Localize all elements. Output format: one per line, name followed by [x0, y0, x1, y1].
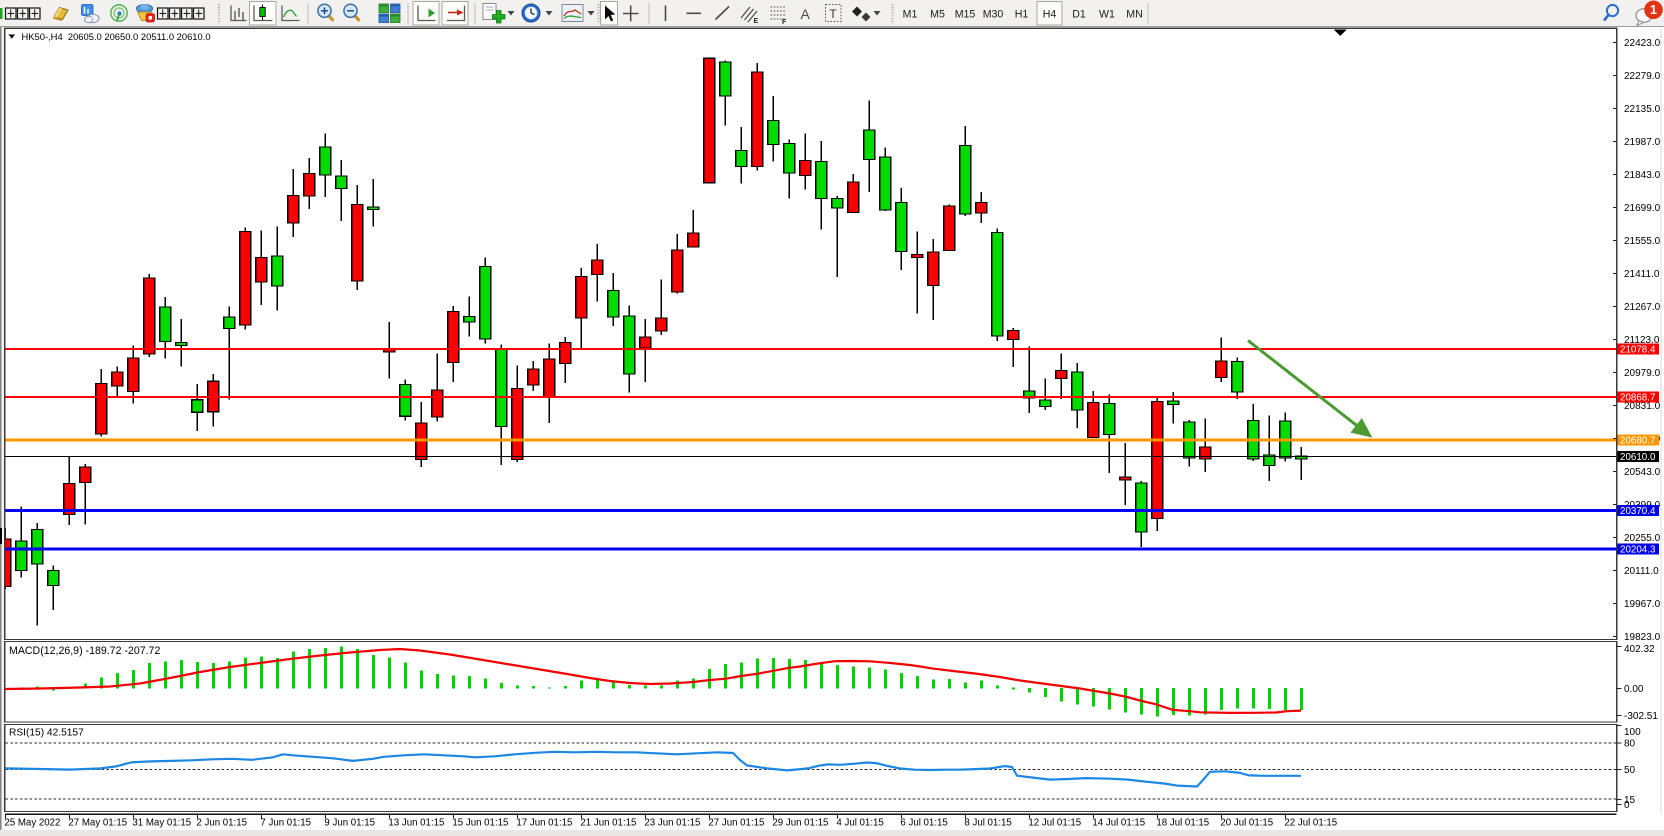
svg-text:15 Jun 01:15: 15 Jun 01:15 — [452, 818, 508, 829]
svg-text:0.00: 0.00 — [1624, 684, 1644, 695]
svg-text:W1: W1 — [1099, 9, 1115, 21]
svg-text:13 Jun 01:15: 13 Jun 01:15 — [388, 818, 444, 829]
svg-text:21843.0: 21843.0 — [1624, 170, 1661, 181]
svg-text:14 Jul 01:15: 14 Jul 01:15 — [1092, 818, 1145, 829]
svg-text:50: 50 — [1624, 765, 1636, 776]
svg-text:E: E — [754, 18, 759, 25]
svg-text:20868.7: 20868.7 — [1620, 393, 1655, 404]
svg-text:21699.0: 21699.0 — [1624, 203, 1661, 214]
svg-text:23 Jun 01:15: 23 Jun 01:15 — [644, 818, 700, 829]
svg-text:20 Jul 01:15: 20 Jul 01:15 — [1220, 818, 1273, 829]
svg-text:A: A — [801, 6, 811, 22]
svg-text:20610.0: 20610.0 — [1620, 452, 1656, 463]
svg-text:20255.0: 20255.0 — [1624, 533, 1661, 544]
svg-text:22423.0: 22423.0 — [1624, 38, 1661, 49]
svg-text:RSI(15) 42.5157: RSI(15) 42.5157 — [9, 728, 84, 739]
svg-text:22135.0: 22135.0 — [1624, 104, 1661, 115]
svg-text:HK50-,H4 20605.0 20650.0 2051: HK50-,H4 20605.0 20650.0 20511.0 20610.0 — [22, 31, 211, 42]
svg-text:20370.4: 20370.4 — [1620, 506, 1656, 517]
svg-text:12 Jul 01:15: 12 Jul 01:15 — [1028, 818, 1081, 829]
svg-text:100: 100 — [1624, 727, 1641, 738]
svg-text:0: 0 — [1624, 800, 1630, 811]
svg-text:31 May 01:15: 31 May 01:15 — [132, 818, 191, 829]
svg-text:2 Jun 01:15: 2 Jun 01:15 — [196, 818, 247, 829]
svg-text:M30: M30 — [983, 9, 1004, 21]
svg-text:21123.0: 21123.0 — [1624, 335, 1660, 346]
svg-text:F: F — [782, 19, 787, 26]
svg-text:19823.0: 19823.0 — [1624, 632, 1661, 643]
svg-text:8 Jul 01:15: 8 Jul 01:15 — [964, 818, 1011, 829]
svg-text:27 Jun 01:15: 27 Jun 01:15 — [708, 818, 764, 829]
svg-text:D1: D1 — [1072, 9, 1086, 21]
svg-text:27 May 01:15: 27 May 01:15 — [68, 818, 127, 829]
svg-text:20543.0: 20543.0 — [1624, 467, 1661, 478]
svg-text:21078.4: 21078.4 — [1620, 345, 1656, 356]
svg-text:19967.0: 19967.0 — [1624, 599, 1661, 610]
svg-text:4 Jul 01:15: 4 Jul 01:15 — [836, 818, 883, 829]
svg-text:18 Jul 01:15: 18 Jul 01:15 — [1156, 818, 1209, 829]
svg-text:M1: M1 — [903, 9, 918, 21]
svg-text:7 Jun 01:15: 7 Jun 01:15 — [260, 818, 311, 829]
svg-text:80: 80 — [1624, 739, 1636, 750]
svg-text:H1: H1 — [1015, 9, 1029, 21]
svg-text:20204.3: 20204.3 — [1620, 545, 1656, 556]
svg-text:6 Jul 01:15: 6 Jul 01:15 — [900, 818, 947, 829]
svg-text:402.32: 402.32 — [1624, 644, 1655, 655]
svg-text:21 Jun 01:15: 21 Jun 01:15 — [580, 818, 636, 829]
svg-text:21555.0: 21555.0 — [1624, 236, 1661, 247]
svg-text:21987.0: 21987.0 — [1624, 137, 1661, 148]
svg-text:20680.7: 20680.7 — [1620, 436, 1655, 447]
svg-text:21411.0: 21411.0 — [1624, 269, 1660, 280]
svg-text:20111.0: 20111.0 — [1624, 566, 1659, 577]
svg-text:22279.0: 22279.0 — [1624, 71, 1661, 82]
svg-text:MN: MN — [1126, 9, 1142, 21]
svg-text:9 Jun 01:15: 9 Jun 01:15 — [324, 818, 375, 829]
svg-text:21267.0: 21267.0 — [1624, 302, 1661, 313]
svg-text:17 Jun 01:15: 17 Jun 01:15 — [516, 818, 572, 829]
svg-text:29 Jun 01:15: 29 Jun 01:15 — [772, 818, 828, 829]
svg-text:20831.0: 20831.0 — [1624, 401, 1661, 412]
svg-text:T: T — [830, 9, 837, 21]
svg-text:15: 15 — [1624, 795, 1636, 806]
svg-text:22 Jul 01:15: 22 Jul 01:15 — [1284, 818, 1337, 829]
svg-text:M15: M15 — [955, 9, 976, 21]
svg-text:-302.51: -302.51 — [1624, 711, 1658, 722]
svg-text:M5: M5 — [930, 9, 945, 21]
svg-text:H4: H4 — [1043, 9, 1057, 21]
svg-text:MACD(12,26,9) -189.72 -207.72: MACD(12,26,9) -189.72 -207.72 — [9, 645, 160, 657]
svg-text:25 May 2022: 25 May 2022 — [4, 818, 60, 829]
svg-text:1: 1 — [1650, 3, 1657, 17]
svg-text:20979.0: 20979.0 — [1624, 368, 1661, 379]
